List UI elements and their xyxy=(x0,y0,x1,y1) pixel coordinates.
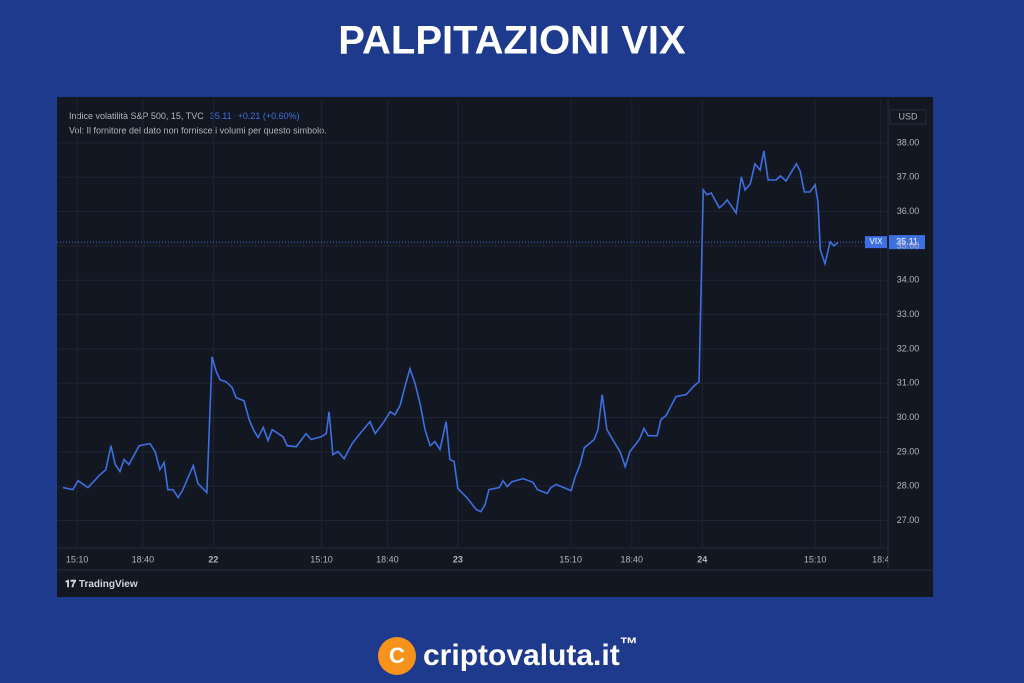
y-tick-label: 34.00 xyxy=(897,275,920,285)
y-tick-label: 37.00 xyxy=(897,172,920,182)
x-tick-label: 22 xyxy=(208,554,218,564)
series-tag xyxy=(865,236,887,249)
x-tick-label: 23 xyxy=(453,554,463,564)
platform: TradingView xyxy=(79,579,138,590)
x-tick-label: 15:10 xyxy=(66,554,89,564)
x-tick-label: 24 xyxy=(697,554,707,564)
currency: USD xyxy=(898,111,918,121)
y-tick-label: 38.00 xyxy=(897,137,920,147)
y-tick-label: 28.00 xyxy=(897,481,920,491)
chart-panel xyxy=(57,97,933,597)
coin-icon xyxy=(378,637,416,675)
series-name: VIX xyxy=(870,237,884,246)
currency-box xyxy=(889,109,927,125)
volume-note: Vol: Il fornitore del dato non fornisce … xyxy=(69,125,327,135)
change: +0.21 (+0.60%) xyxy=(238,111,300,121)
page-title: PALPITAZIONI VIX xyxy=(338,19,686,63)
trademark: ™ xyxy=(620,634,638,654)
x-tick-label: 15:10 xyxy=(310,554,333,564)
y-tick-label: 31.00 xyxy=(897,378,920,388)
x-tick-label: 15:10 xyxy=(804,554,827,564)
y-tick-label: 30.00 xyxy=(897,412,920,422)
y-tick-label: 32.00 xyxy=(897,343,920,353)
y-tick-label: 35.00 xyxy=(897,240,920,250)
x-tick-label: 18:4 xyxy=(872,554,890,564)
x-tick-label: 18:40 xyxy=(376,554,399,564)
y-tick-label: 36.00 xyxy=(897,206,920,216)
y-tick-label: 29.00 xyxy=(897,446,920,456)
y-tick-label: 33.00 xyxy=(897,309,920,319)
price-tag-label: 35.11 xyxy=(896,236,918,246)
x-tick-label: 15:10 xyxy=(559,554,582,564)
x-tick-label: 18:40 xyxy=(621,554,644,564)
brand-name: criptovaluta.it xyxy=(423,639,620,672)
brand: criptovaluta.it™ xyxy=(423,634,638,672)
y-tick-label: 27.00 xyxy=(897,515,920,525)
grid xyxy=(57,100,888,548)
logo-mark: 𝟏𝟕 xyxy=(65,579,79,590)
symbol-info: Indice volatilità S&P 500, 15, TVC 35.11 +… xyxy=(69,111,300,121)
coin-symbol: C xyxy=(389,643,405,668)
plot: VIX 35.11 xyxy=(57,150,925,513)
x-tick-label: 18:40 xyxy=(132,554,155,564)
platform-logo: 𝟏𝟕 TradingView xyxy=(65,579,138,590)
symbol: Indice volatilità S&P 500, 15, TVC xyxy=(69,111,204,121)
price: 35.11 xyxy=(210,111,232,121)
price-line xyxy=(62,150,839,513)
price-tag xyxy=(889,235,925,250)
x-axis: 15:10 18:40 22 15:10 18:40 23 15:10 18:40 24 15:1… xyxy=(66,554,890,564)
